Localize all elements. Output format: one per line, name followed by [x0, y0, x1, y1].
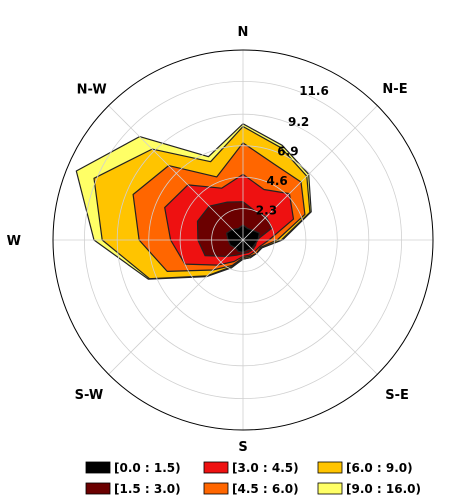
legend-label: [4.5 : 6.0)	[232, 482, 299, 496]
legend-swatch	[203, 482, 229, 495]
radial-tick-label: 6.9	[277, 144, 298, 158]
legend-label: [0.0 : 1.5)	[114, 461, 181, 475]
grid-spoke	[108, 105, 244, 241]
grid-spoke	[242, 239, 378, 375]
legend-swatch	[317, 461, 343, 474]
legend-label: [6.0 : 9.0)	[346, 461, 413, 475]
legend-swatch	[85, 482, 111, 495]
radial-tick-label: 2.3	[256, 204, 277, 218]
legend-swatch	[203, 461, 229, 474]
legend-label: [3.0 : 4.5)	[232, 461, 299, 475]
radial-tick-label: 4.6	[267, 174, 288, 188]
direction-label-n-e: N-E	[382, 82, 407, 97]
plot-frame	[52, 49, 434, 431]
radial-tick-label: 11.6	[299, 84, 329, 98]
radial-tick-labels: 2.3 4.6 6.9 9.2 11.6	[256, 84, 329, 218]
legend-label: [1.5 : 3.0)	[114, 482, 181, 496]
direction-label-s: S	[238, 440, 247, 455]
radial-tick-label: 9.2	[288, 115, 309, 129]
direction-label-n: N	[238, 25, 249, 40]
legend: [0.0 : 1.5) [1.5 : 3.0) [3.0 : 4.5) [4.5 : …	[85, 461, 421, 496]
direction-label-s-w: S-W	[75, 388, 104, 403]
polar-grid	[52, 49, 434, 431]
grid-spoke	[108, 239, 244, 375]
direction-labels: NN-EES-ESS-WWN-W	[7, 25, 466, 455]
legend-label: [9.0 : 16.0)	[346, 482, 421, 496]
direction-label-w: W	[7, 234, 21, 249]
direction-label-s-e: S-E	[385, 388, 409, 403]
legend-swatch	[85, 461, 111, 474]
direction-label-n-w: N-W	[77, 83, 107, 98]
grid-spoke	[242, 105, 378, 241]
legend-swatch	[317, 482, 343, 495]
